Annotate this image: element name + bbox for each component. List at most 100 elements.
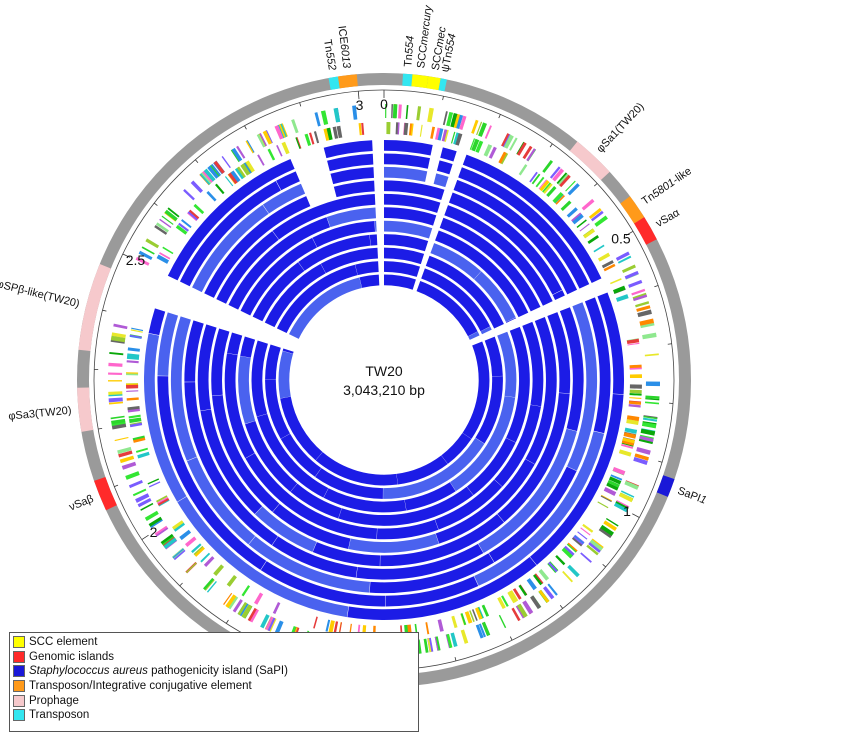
blast-hit-block (192, 204, 269, 293)
scale-tick (549, 143, 553, 148)
gene-tick (224, 176, 234, 187)
gene-tick (501, 595, 509, 607)
gene-tick (455, 133, 463, 146)
gene-tick (405, 104, 409, 120)
blast-hit-block (396, 455, 448, 485)
blast-hit-block (439, 217, 541, 312)
blast-hit-block (597, 292, 624, 395)
gene-tick (497, 596, 506, 610)
blast-hit-block (179, 181, 281, 287)
gene-tick (108, 394, 123, 397)
gene-tick (503, 134, 514, 149)
gene-tick (314, 112, 321, 127)
gene-tick (274, 125, 284, 140)
gene-tick (416, 106, 422, 121)
scale-tick (602, 564, 606, 568)
gene-tick (589, 539, 603, 551)
gene-tick (183, 188, 195, 201)
blast-hit-block (327, 153, 374, 172)
blast-hit-block (320, 247, 378, 274)
gene-tick (232, 599, 243, 613)
gene-tick (459, 115, 467, 130)
gene-tick (267, 617, 276, 632)
blast-hit-block (466, 438, 516, 496)
gene-tick (203, 168, 216, 182)
blast-hit-block (177, 496, 349, 618)
gene-tick (138, 250, 153, 261)
blast-hit-block (355, 261, 379, 276)
genome-size: 3,043,210 bp (343, 382, 425, 398)
blast-hit-block (315, 452, 398, 486)
blast-hit-block (384, 180, 445, 200)
gene-tick (392, 104, 398, 119)
gene-tick (518, 164, 528, 176)
gene-tick (125, 471, 140, 480)
gene-tick (607, 479, 620, 488)
gene-tick (498, 614, 507, 629)
gene-tick (441, 129, 448, 142)
gene-tick (199, 173, 211, 185)
gene-tick (272, 601, 281, 614)
gene-tick (636, 447, 651, 455)
legend-text: SCC element (29, 636, 98, 649)
gene-tick (127, 347, 140, 352)
gene-tick (256, 134, 266, 148)
feature-label-part: SCC (430, 46, 446, 71)
gene-tick (567, 183, 580, 196)
blast-hit-block (522, 321, 544, 407)
gene-tick (450, 112, 458, 128)
gene-tick (135, 447, 149, 453)
gene-tick (577, 531, 588, 540)
feature-block-transposon (328, 76, 340, 90)
gene-tick (320, 110, 329, 125)
blast-hit-block (143, 333, 187, 502)
gene-tick (200, 552, 211, 563)
gene-tick (141, 246, 155, 255)
scale-tick (244, 125, 247, 130)
blast-hit-block (421, 268, 491, 332)
blast-hit-block (384, 193, 441, 213)
gene-tick (450, 632, 458, 647)
gene-tick (561, 547, 573, 559)
gene-tick (129, 417, 142, 424)
gene-tick (194, 546, 205, 557)
gene-tick (257, 154, 265, 166)
gene-tick (603, 263, 616, 272)
gene-tick (538, 179, 547, 190)
blast-hit-block (435, 230, 529, 318)
gene-tick (129, 422, 143, 428)
blast-hit-block (262, 183, 306, 214)
gene-tick (453, 113, 461, 129)
gene-tick (643, 415, 658, 420)
gene-tick (158, 499, 170, 507)
gene-tick (547, 583, 558, 596)
gene-tick (207, 165, 219, 179)
gene-tick (265, 616, 274, 631)
gene-tick (111, 421, 126, 427)
gene-tick (159, 252, 171, 260)
gene-tick (642, 417, 658, 422)
blast-hit-block (245, 420, 298, 492)
blast-hit-block (478, 428, 577, 553)
gene-tick (172, 548, 185, 559)
blast-hit-block (436, 160, 453, 175)
blast-hit-block (453, 179, 578, 295)
gene-tick (223, 592, 233, 605)
gene-tick (511, 607, 521, 622)
gene-tick (108, 380, 123, 382)
gene-tick (204, 578, 215, 591)
gene-tick (615, 294, 629, 302)
gene-tick (156, 254, 170, 264)
blast-hit-block (559, 307, 584, 432)
legend-text: pathogenicity island (SaPI) (147, 665, 288, 678)
scale-tick (559, 605, 563, 609)
gene-tick (161, 215, 174, 225)
blast-hit-block (356, 543, 484, 580)
blast-hit-block (497, 392, 570, 523)
gene-tick (629, 397, 642, 400)
blast-hit-block (484, 336, 503, 377)
gene-tick (535, 176, 545, 188)
scale-tick (625, 230, 634, 236)
gene-tick (386, 122, 391, 135)
gene-tick (618, 492, 634, 503)
